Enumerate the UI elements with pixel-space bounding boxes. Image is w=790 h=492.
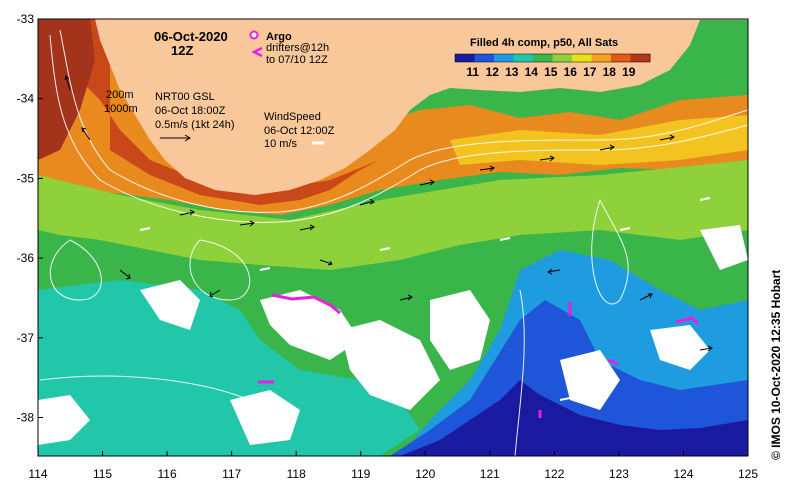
map-date: 06-Oct-2020 [154,29,228,44]
x-axis: 114 115 116 117 118 119 120 121 122 123 124 125 [28,451,758,481]
colorbar-segment [572,54,592,62]
colorbar-tick-label: 18 [603,65,617,79]
colorbar-segment [533,54,553,62]
hot-shelf-band [38,19,420,205]
colorbar-segment [474,54,495,62]
currents-scale: 0.5m/s (1kt 24h) [155,119,234,131]
currents-time: 06-Oct 18:00Z [155,105,226,117]
colorbar-segment [494,54,514,62]
colorbar-ticks: 11 12 13 14 15 16 17 18 19 [466,65,635,79]
y-tick-label: -34 [17,92,35,106]
wind-title: WindSpeed [264,111,321,123]
x-tick-label: 116 [158,467,177,481]
contour-label-200m: 200m [106,89,134,101]
colorbar-tick-label: 15 [544,65,558,79]
cloud-mask [38,225,748,445]
wind-legend: WindSpeed 06-Oct 12:00Z 10 m/s [264,111,335,150]
colorbar-segment [611,54,631,62]
x-tick-label: 114 [28,467,47,481]
colorbar-segment [513,54,534,62]
y-axis: -33 -34 -35 -36 -37 -38 [17,12,43,425]
colorbar-tick-label: 14 [525,65,539,79]
drifter-legend: drifters@12h to 07/10 12Z [251,42,329,66]
bathymetry-contours [39,29,748,456]
y-tick-label: -33 [17,12,35,26]
map-time: 12Z [171,43,193,58]
drifter-label-line2: to 07/10 12Z [266,54,328,66]
wind-scale: 10 m/s [264,138,298,150]
colorbar-tick-label: 17 [583,65,597,79]
y-tick-label: -38 [17,411,35,425]
x-tick-label: 125 [738,467,758,481]
wind-time: 06-Oct 12:00Z [264,125,335,137]
x-tick-label: 124 [673,467,693,481]
cyan-southwest [38,280,420,456]
lightgreen-band [38,160,748,270]
y-tick-label: -37 [17,331,35,345]
argo-marker-icon [249,30,259,40]
colorbar-segment [630,54,651,62]
x-tick-label: 121 [480,467,500,481]
drifter-marker-icon [251,46,263,58]
currents-scale-arrow-icon [160,134,191,142]
land-mass [38,19,748,195]
colorbar-segment [552,54,573,62]
y-tick-label: -35 [17,171,35,185]
x-tick-label: 122 [544,467,564,481]
x-tick-label: 117 [222,467,241,481]
colorbar-tick-label: 13 [505,65,519,79]
x-tick-label: 115 [93,467,112,481]
colorbar [454,53,651,63]
argo-label: Argo [266,31,292,43]
colorbar-frame [454,53,651,63]
x-tick-label: 123 [609,467,629,481]
colorbar-tick-label: 12 [486,65,500,79]
x-tick-label: 120 [415,467,435,481]
colorbar-title: Filled 4h comp, p50, All Sats [470,37,618,49]
colorbar-tick-label: 16 [564,65,578,79]
x-tick-label: 119 [351,467,370,481]
imos-credit: © IMOS 10-Oct-2020 12:35 Hobart [769,270,783,460]
currents-title: NRT00 GSL [155,91,215,103]
y-tick-label: -36 [17,251,35,265]
argo-legend: Argo [249,30,292,43]
currents-legend: NRT00 GSL 06-Oct 18:00Z 0.5m/s (1kt 24h) [155,91,234,142]
colorbar-tick-label: 19 [622,65,636,79]
wind-vectors [139,197,711,401]
colorbar-tick-label: 11 [466,65,479,79]
colorbar-segment [591,54,612,62]
plot-frame [37,18,749,457]
drifter-tracks [258,293,700,418]
coldest-blue-south [400,380,748,456]
drifter-label-line1: drifters@12h [266,42,329,54]
map-plot-area [38,19,748,456]
colorbar-segment [455,54,475,62]
x-tick-label: 118 [287,467,306,481]
current-vectors [64,75,713,352]
contour-label-1000m: 1000m [104,103,138,115]
